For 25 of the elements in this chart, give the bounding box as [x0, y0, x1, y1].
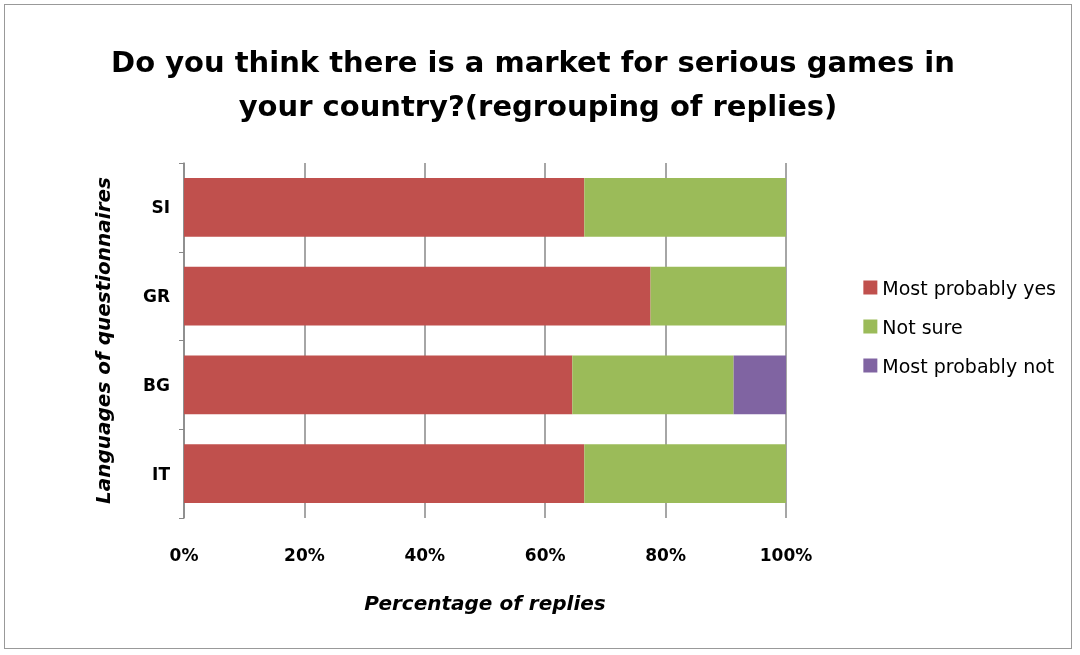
y-axis-title: Languages of questionnaires: [91, 176, 115, 505]
bar: [184, 178, 585, 237]
x-tick-label: 40%: [404, 544, 446, 565]
x-tick-label: 60%: [524, 544, 566, 565]
y-tick-label: IT: [152, 463, 171, 484]
legend-label: Most probably yes: [882, 276, 1057, 299]
bar: [584, 444, 786, 503]
x-axis-title: Percentage of replies: [364, 591, 606, 615]
chart-title: Do you think there is a market for serious games in your country?(regrouping of replies): [111, 45, 965, 123]
x-tick-label: 80%: [645, 544, 686, 565]
bar: [184, 355, 573, 415]
legend-label: Most probably not: [882, 354, 1055, 377]
x-tick-label: 0%: [169, 544, 199, 565]
x-tick-label: 20%: [284, 544, 325, 565]
y-tick-label: BG: [143, 374, 170, 395]
bar: [184, 444, 585, 503]
bar: [650, 266, 786, 326]
bar: [733, 355, 786, 415]
bar: [184, 266, 651, 326]
legend-label: Not sure: [882, 315, 963, 338]
y-tick-label: SI: [151, 197, 170, 218]
x-tick-label: 100%: [759, 544, 813, 565]
y-tick-label: GR: [142, 286, 170, 307]
bar: [584, 178, 786, 237]
bar: [572, 355, 734, 415]
